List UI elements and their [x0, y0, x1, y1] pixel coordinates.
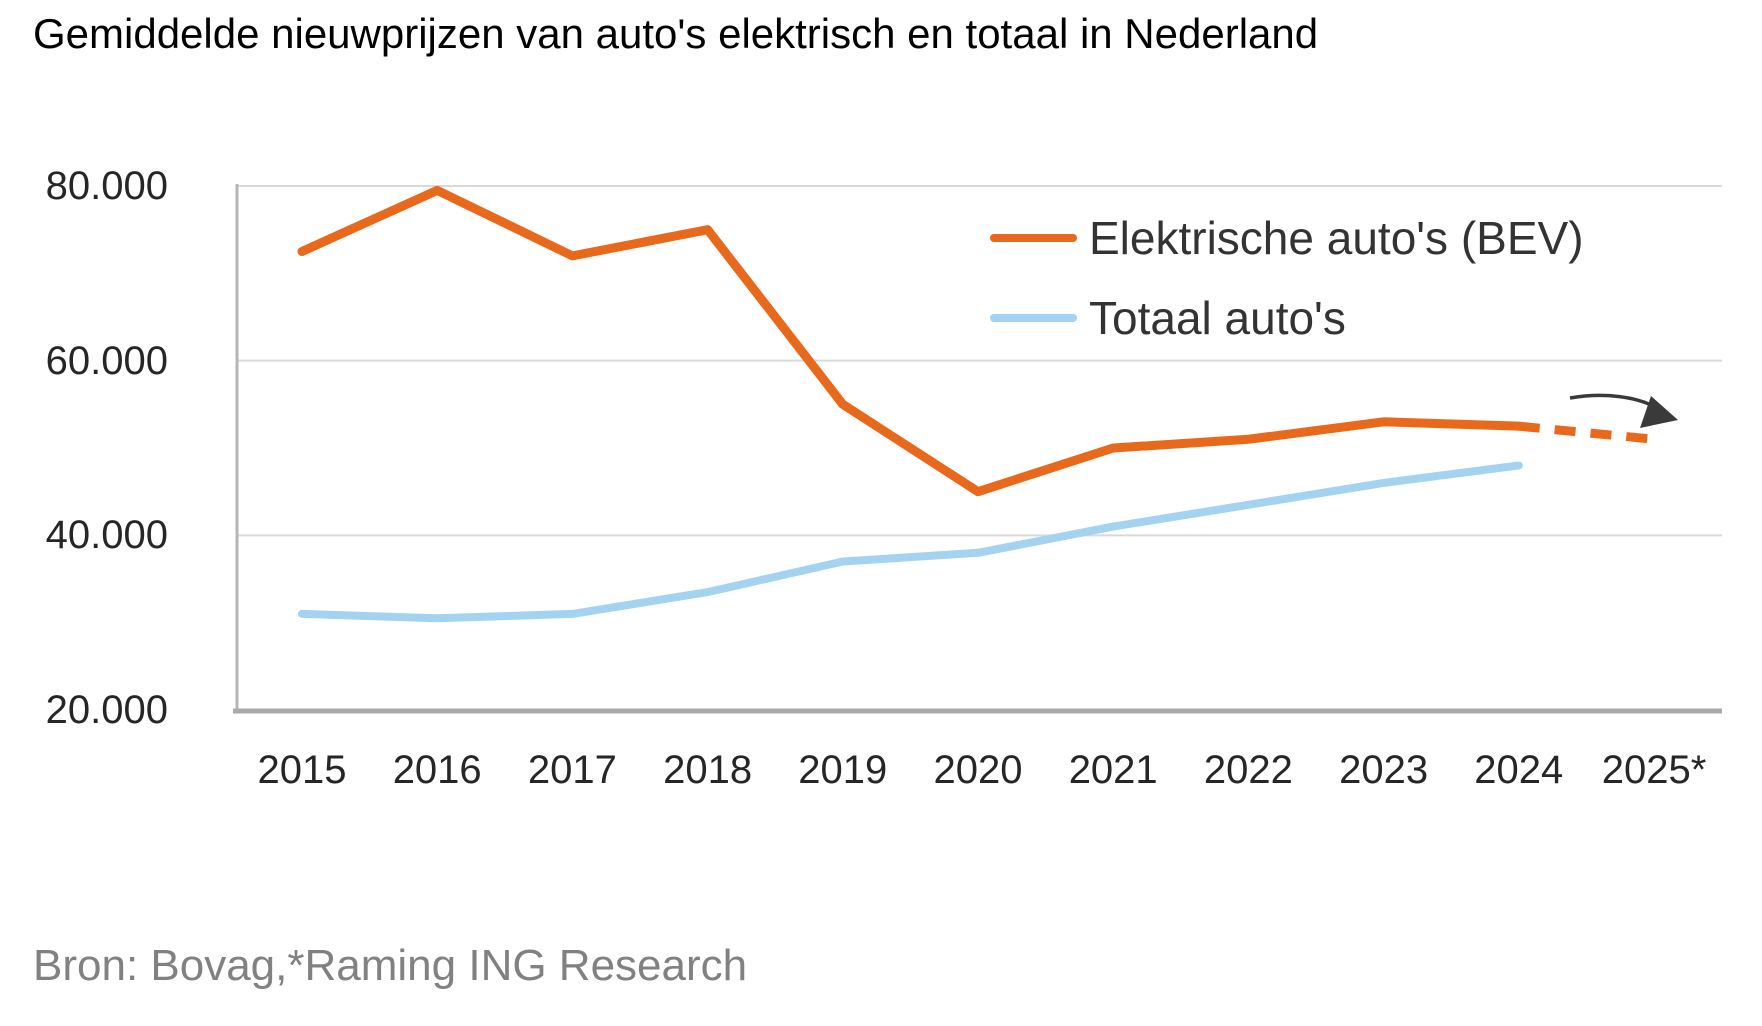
x-tick-label-2017: 2017: [527, 748, 617, 792]
x-tick-label-2015: 2015: [257, 748, 347, 792]
x-tick-label-2022: 2022: [1203, 748, 1293, 792]
x-tick-label-2021: 2021: [1068, 748, 1158, 792]
series-line-totaal: [298, 461, 1523, 623]
y-tick-label-60000: 60.000: [45, 338, 168, 383]
x-tick-label-2016: 2016: [392, 748, 482, 792]
x-tick-label-2019: 2019: [798, 748, 888, 792]
trend-arrow-annotation: [1569, 393, 1658, 410]
legend-line-total-icon: [990, 314, 1077, 322]
legend-label-total: Totaal auto's: [1089, 292, 1346, 344]
chart-title: Gemiddelde nieuwprijzen van auto's elekt…: [33, 10, 1319, 57]
legend-item-total: Totaal auto's: [990, 290, 1584, 346]
legend-line-bev-icon: [990, 234, 1077, 242]
legend-label-bev: Elektrische auto's (BEV): [1089, 212, 1584, 264]
source-note: Bron: Bovag,*Raming ING Research: [33, 941, 748, 990]
legend-item-bev: Elektrische auto's (BEV): [990, 210, 1584, 266]
series-line-bev-forecast-dashed: [1518, 421, 1655, 444]
x-tick-label-2025-forecast: 2025*: [1601, 748, 1707, 792]
y-tick-label-80000: 80.000: [45, 164, 168, 208]
series-line-bev: [297, 185, 1524, 497]
x-tick-label-2023: 2023: [1339, 748, 1429, 792]
y-tick-label-20000: 20.000: [45, 688, 168, 732]
chart-legend: Elektrische auto's (BEV) Totaal auto's: [990, 210, 1584, 370]
trend-arrow-head-icon: [1640, 396, 1678, 428]
x-tick-label-2024: 2024: [1474, 748, 1564, 792]
x-tick-label-2018: 2018: [663, 748, 753, 792]
x-tick-label-2020: 2020: [933, 748, 1023, 792]
y-tick-label-40000: 40.000: [45, 513, 168, 558]
